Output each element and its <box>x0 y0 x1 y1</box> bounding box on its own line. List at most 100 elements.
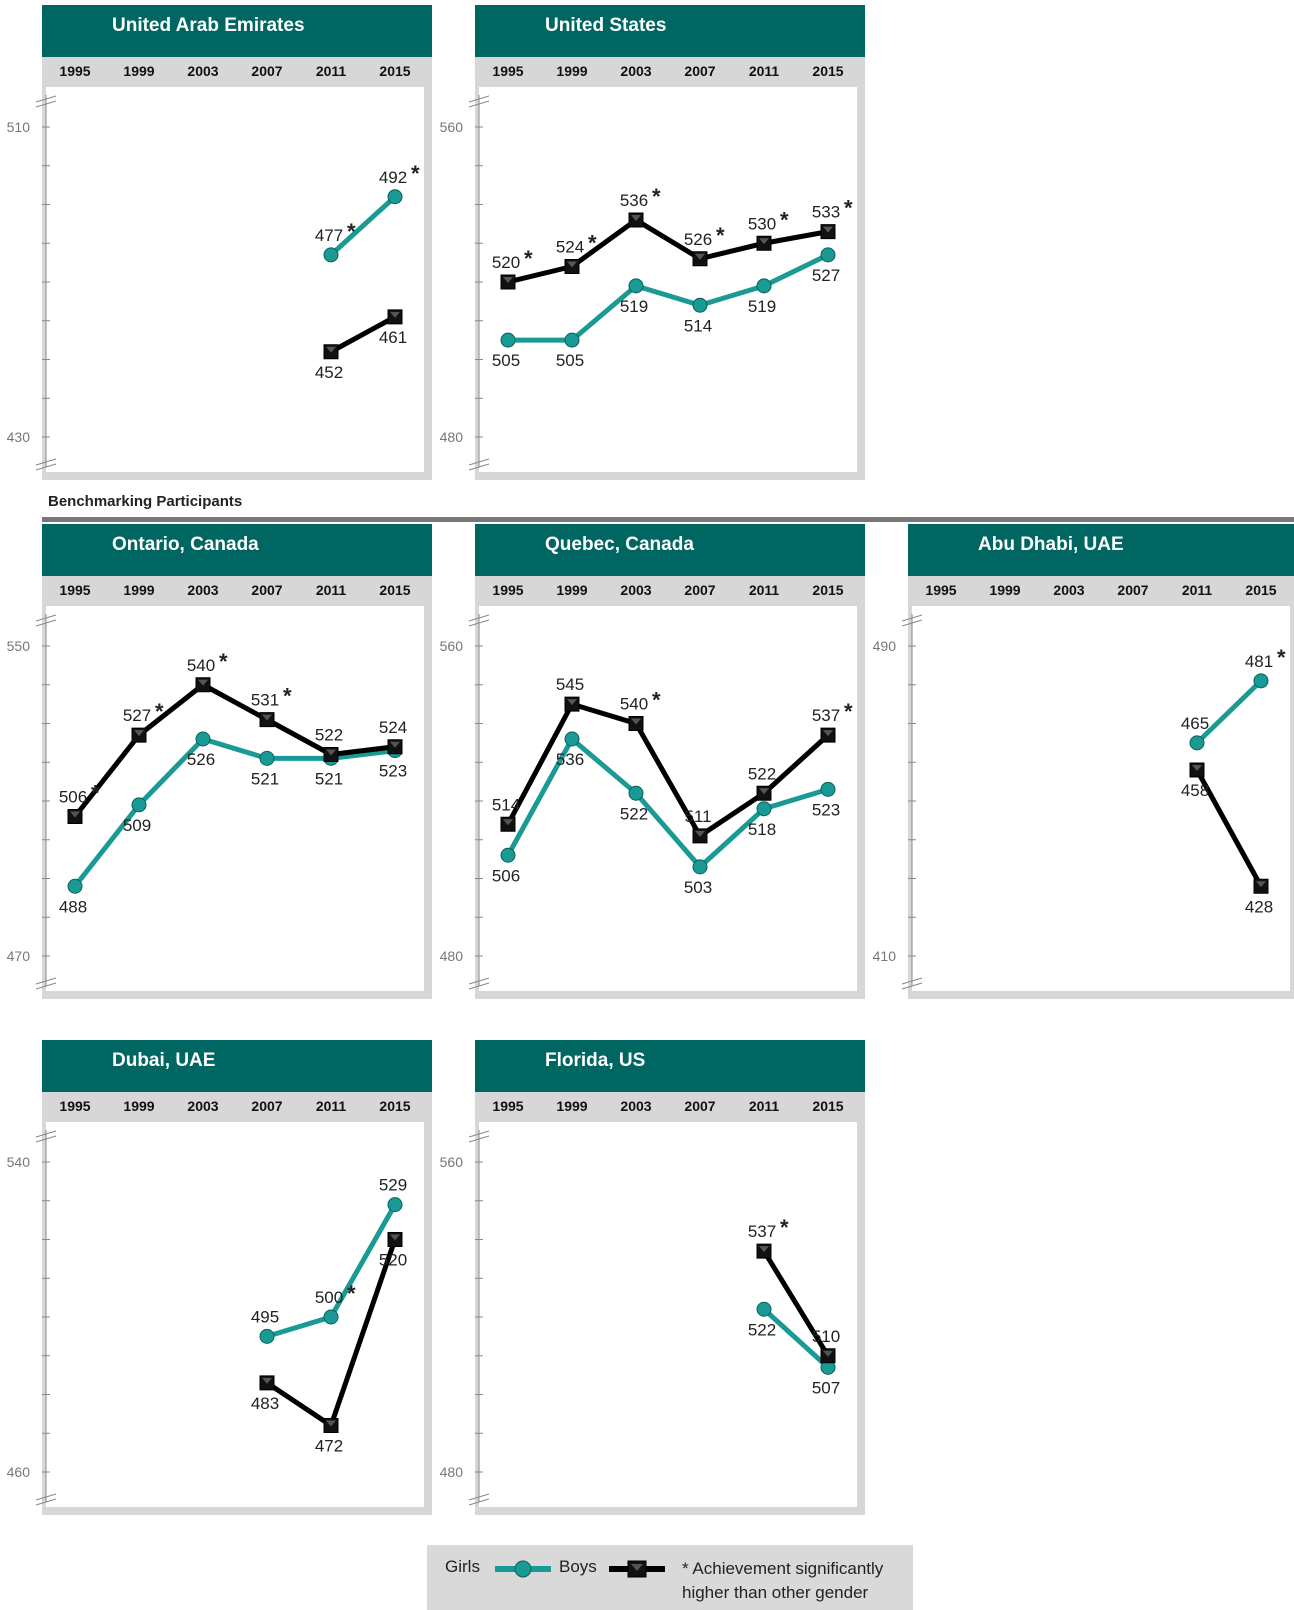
significance-marker: * <box>411 161 420 186</box>
data-label: 520 <box>379 1251 407 1270</box>
data-label: 523 <box>379 762 407 781</box>
series-line-boys <box>1194 768 1264 888</box>
year-header: 1995 1999 2003 2007 2011 2015 <box>908 576 1294 606</box>
data-label: 505 <box>492 351 520 370</box>
series-line-girls <box>508 252 830 343</box>
data-label: 510 <box>812 1327 840 1346</box>
x-tick-label: 1995 <box>59 582 91 598</box>
data-label: 519 <box>620 297 648 316</box>
axis-break <box>468 1135 490 1143</box>
x-tick-label: 1999 <box>989 582 1021 598</box>
series-line-girls <box>505 736 829 870</box>
chart-svg: 490 410 465 481 * 458 428 <box>873 606 1294 999</box>
y-tick-label: 510 <box>7 119 31 135</box>
x-tick-label: 2003 <box>620 582 652 598</box>
data-label: 536 <box>620 191 648 210</box>
x-tick-label: 2015 <box>812 1098 844 1114</box>
significance-marker: * <box>524 246 533 271</box>
significance-marker: * <box>716 223 725 248</box>
axis-break <box>35 1135 57 1143</box>
data-point-girls <box>195 731 211 747</box>
data-point-boys-bevel <box>567 699 577 706</box>
data-point-girls <box>1253 673 1269 689</box>
axis-break <box>468 619 490 627</box>
series-line-girls <box>73 736 396 888</box>
data-point-girls <box>1189 735 1205 751</box>
y-tick-label: 560 <box>440 1154 464 1170</box>
data-point-boys-bevel <box>695 253 705 260</box>
data-label: 526 <box>187 750 215 769</box>
series-line-boys <box>329 314 397 354</box>
data-point-boys-bevel <box>1192 765 1202 771</box>
series-line-girls <box>1195 679 1263 745</box>
data-label: 509 <box>123 816 151 835</box>
chart-panel-us: United States 1995 1999 2003 2007 2011 2015 560… <box>440 5 865 480</box>
data-label: 533 <box>812 203 840 222</box>
x-tick-label: 2007 <box>684 63 716 79</box>
plot-area: 490 410 465 481 * 458 428 <box>873 606 1294 999</box>
significance-marker: * <box>155 699 164 724</box>
series-line-boys <box>761 1249 831 1358</box>
significance-marker: * <box>780 207 789 232</box>
chart-panel-dubai: Dubai, UAE 1995 1999 2003 2007 2011 2015 540 460… <box>7 1040 432 1515</box>
data-point-girls <box>387 1197 403 1213</box>
x-tick-label: 1995 <box>492 63 524 79</box>
legend-note: * Achievement significantly higher than … <box>682 1559 884 1602</box>
plot-area: 510 430 477 * 492 * 452 461 <box>7 87 432 480</box>
data-point-boys-bevel <box>503 277 513 283</box>
plot-background <box>479 1122 857 1507</box>
data-point-boys-bevel <box>823 226 833 233</box>
data-label: 519 <box>748 297 776 316</box>
year-header: 1995 1999 2003 2007 2011 2015 <box>42 576 432 606</box>
chart-panel-ontario: Ontario, Canada 1995 1999 2003 2007 2011 2015 5… <box>7 524 432 999</box>
axis-break <box>35 100 57 108</box>
data-point-boys-bevel <box>823 1350 833 1357</box>
x-tick-label: 1995 <box>59 63 91 79</box>
data-point-girls <box>820 247 836 263</box>
year-header: 1995 1999 2003 2007 2011 2015 <box>475 576 865 606</box>
x-tick-label: 2015 <box>379 582 411 598</box>
axis-break <box>35 1493 57 1501</box>
data-point-boys-bevel <box>134 730 144 737</box>
data-point-girls <box>387 189 403 205</box>
data-label: 522 <box>315 726 343 745</box>
axis-break <box>468 463 490 471</box>
axis-break <box>901 619 923 627</box>
axis-break <box>35 463 57 471</box>
data-label: 524 <box>379 718 407 737</box>
data-point-boys-bevel <box>695 830 705 837</box>
data-point-girls <box>67 878 83 894</box>
significance-marker: * <box>652 184 661 209</box>
year-header: 1995 1999 2003 2007 2011 2015 <box>475 1092 865 1122</box>
significance-marker: * <box>283 684 292 709</box>
x-tick-label: 1999 <box>123 1098 155 1114</box>
data-point-girls <box>628 278 644 294</box>
data-label: 507 <box>812 1378 840 1397</box>
axis-break <box>468 458 490 466</box>
data-label: 483 <box>251 1394 279 1413</box>
data-label: 520 <box>492 253 520 272</box>
data-point-boys-bevel <box>759 788 769 795</box>
data-label: 545 <box>556 675 584 694</box>
axis-break <box>468 1493 490 1501</box>
x-tick-label: 2003 <box>620 63 652 79</box>
data-label: 452 <box>315 363 343 382</box>
y-tick-label: 480 <box>440 429 464 445</box>
x-tick-label: 2003 <box>187 1098 219 1114</box>
data-label: 492 <box>379 168 407 187</box>
data-label: 505 <box>556 351 584 370</box>
data-label: 477 <box>315 226 343 245</box>
x-tick-label: 2015 <box>379 1098 411 1114</box>
axis-break <box>901 982 923 990</box>
x-tick-label: 1999 <box>123 582 155 598</box>
plot-area: 560 480 522 507 537 * 510 <box>440 1122 865 1515</box>
axis-break <box>468 614 490 622</box>
chart-title: United Arab Emirates <box>42 5 432 57</box>
data-point-boys-bevel <box>1256 881 1266 888</box>
data-label: 481 <box>1245 652 1273 671</box>
y-tick-label: 470 <box>7 948 31 964</box>
y-tick-label: 410 <box>873 948 897 964</box>
axis-break <box>468 982 490 990</box>
significance-marker: * <box>347 219 356 244</box>
